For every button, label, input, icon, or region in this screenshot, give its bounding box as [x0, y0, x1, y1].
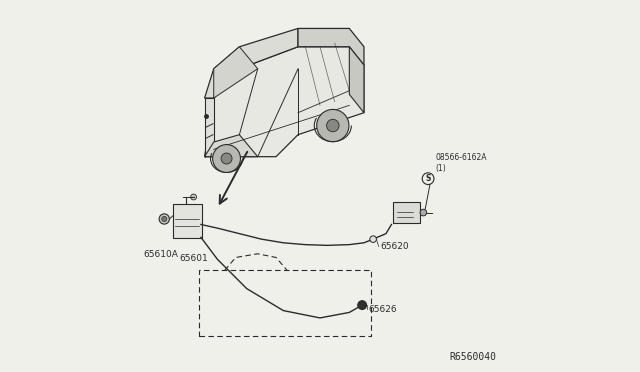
Circle shape: [370, 236, 376, 243]
Text: 65601: 65601: [179, 254, 208, 263]
Text: 08566-6162A
(1): 08566-6162A (1): [435, 153, 487, 173]
Polygon shape: [205, 47, 364, 157]
Polygon shape: [205, 98, 214, 157]
Polygon shape: [205, 135, 258, 157]
Polygon shape: [298, 28, 364, 65]
Circle shape: [212, 145, 241, 173]
Circle shape: [159, 214, 170, 224]
Polygon shape: [349, 47, 364, 113]
Circle shape: [358, 301, 367, 310]
Text: 65620: 65620: [380, 242, 409, 251]
Text: R6560040: R6560040: [449, 352, 496, 362]
Polygon shape: [214, 47, 258, 98]
FancyBboxPatch shape: [392, 202, 420, 223]
Polygon shape: [205, 28, 298, 98]
Circle shape: [191, 194, 196, 200]
FancyBboxPatch shape: [173, 203, 202, 238]
Circle shape: [221, 153, 232, 164]
Circle shape: [317, 109, 349, 142]
Circle shape: [326, 119, 339, 132]
Circle shape: [420, 209, 427, 216]
Text: 65626: 65626: [369, 305, 397, 314]
Text: 65610A: 65610A: [143, 250, 178, 259]
Circle shape: [162, 217, 167, 222]
Text: S: S: [426, 174, 431, 183]
